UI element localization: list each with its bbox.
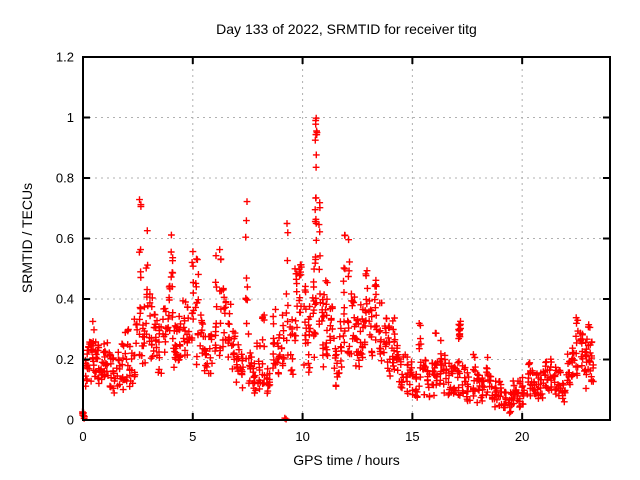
- y-tick-label: 1: [67, 110, 74, 125]
- scatter-points: [79, 114, 597, 423]
- y-tick-label: 0.8: [56, 171, 74, 186]
- x-tick-label: 0: [79, 429, 86, 444]
- x-tick-label: 5: [189, 429, 196, 444]
- x-tick-label: 10: [295, 429, 309, 444]
- y-tick-label: 0: [67, 413, 74, 428]
- y-tick-label: 0.2: [56, 352, 74, 367]
- chart-title: Day 133 of 2022, SRMTID for receiver tit…: [216, 21, 477, 37]
- x-axis-label: GPS time / hours: [293, 452, 400, 468]
- y-tick-label: 0.6: [56, 231, 74, 246]
- axis-tick-marks: [82, 56, 610, 421]
- x-tick-label: 20: [515, 429, 529, 444]
- x-tick-label: 15: [405, 429, 419, 444]
- y-tick-label: 0.4: [56, 292, 74, 307]
- y-tick-label: 1.2: [56, 50, 74, 65]
